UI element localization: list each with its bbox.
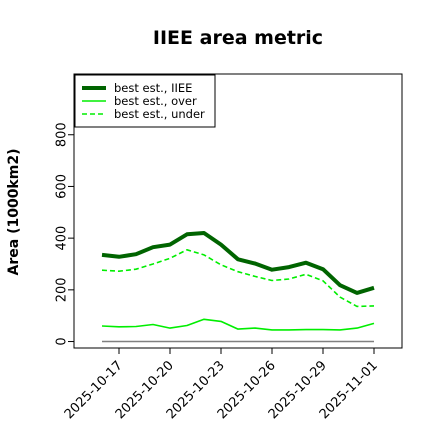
series-line-2 bbox=[101, 249, 375, 308]
y-tick-label: 200 bbox=[55, 277, 70, 302]
series-line-0 bbox=[101, 231, 375, 295]
y-tick-label: 800 bbox=[55, 122, 70, 147]
chart-title: IIEE area metric bbox=[153, 27, 323, 49]
legend-label-2: best est., under bbox=[114, 107, 205, 121]
x-axis: 2025-10-172025-10-202025-10-232025-10-26… bbox=[62, 348, 381, 422]
y-tick-label: 600 bbox=[55, 174, 70, 199]
y-axis: 0 200 400 600 800 bbox=[55, 122, 74, 346]
legend-label-0: best est., IIEE bbox=[114, 81, 192, 95]
legend-label-1: best est., over bbox=[114, 94, 197, 108]
y-axis-label: Area (1000km2) bbox=[6, 149, 22, 276]
series-lines bbox=[101, 231, 375, 331]
plot-frame bbox=[73, 73, 403, 349]
y-tick-label: 400 bbox=[55, 226, 70, 251]
y-tick-label: 0 bbox=[55, 337, 70, 345]
series-line-1 bbox=[101, 318, 375, 331]
